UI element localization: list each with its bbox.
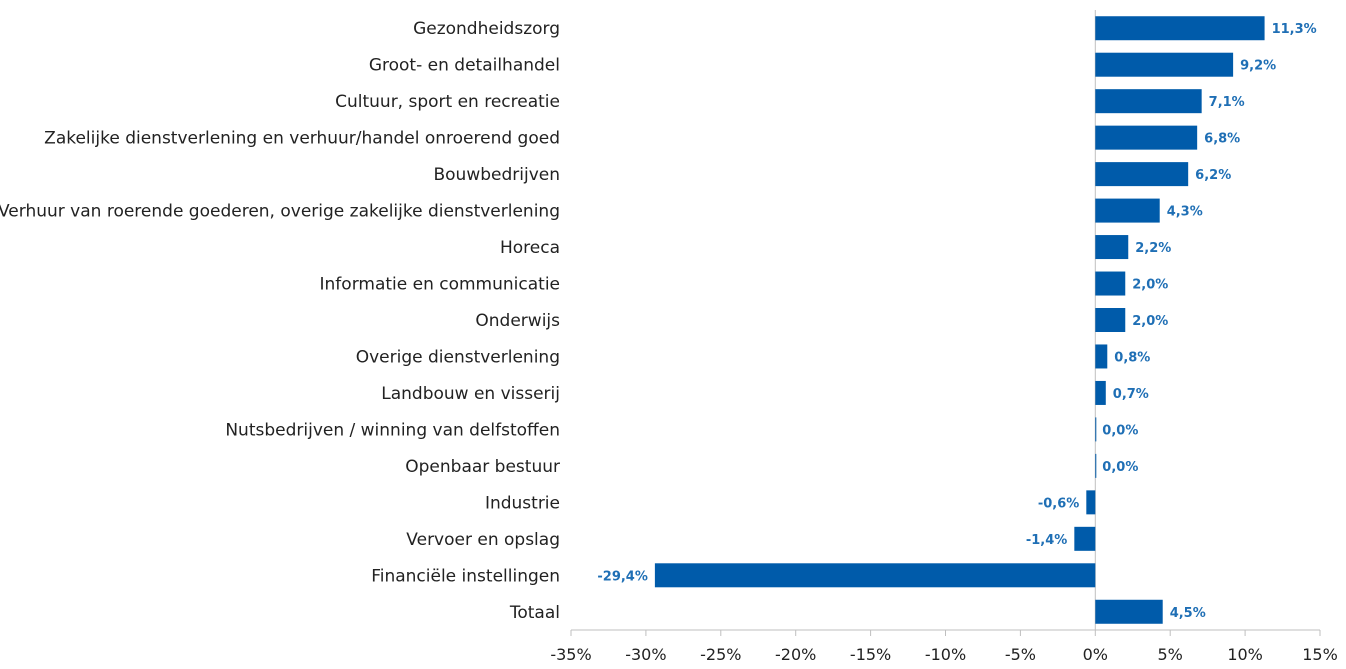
bar [1095, 417, 1097, 442]
bar [1095, 52, 1234, 77]
bar [1074, 526, 1096, 551]
x-tick-label: 0% [1083, 645, 1108, 664]
x-tick-label: -10% [925, 645, 966, 664]
x-tick-label: -15% [850, 645, 891, 664]
chart-axes [570, 10, 1321, 636]
x-tick-label: -35% [550, 645, 591, 664]
x-tick-label: -5% [1005, 645, 1036, 664]
category-label: Landbouw en visserij [381, 384, 560, 404]
category-label: Zakelijke dienstverlening en verhuur/han… [44, 129, 560, 149]
chart-data-labels: 11,3% 9,2% 7,1% 6,8% 6,2% 4,3% 2,2% 2,0% 2,0% 0,8… [597, 22, 1316, 621]
bar [654, 563, 1096, 588]
bar [1095, 599, 1163, 624]
bar [1095, 198, 1160, 223]
category-label: Totaal [509, 603, 560, 623]
x-tick-label: 10% [1227, 645, 1263, 664]
bar [1095, 125, 1198, 150]
bar [1095, 380, 1106, 405]
data-label: 0,7% [1113, 387, 1149, 402]
data-label: 7,1% [1209, 95, 1245, 110]
bar [1095, 308, 1126, 332]
category-label: Overige dienstverlening [356, 347, 560, 367]
x-tick-label: -25% [700, 645, 741, 664]
data-label: 6,8% [1204, 132, 1240, 147]
bar [1095, 344, 1108, 369]
category-label: Onderwijs [475, 311, 560, 331]
bar [1095, 235, 1129, 260]
category-label: Groot- en detailhandel [369, 56, 560, 76]
data-label: 2,0% [1132, 278, 1168, 293]
bar [1095, 16, 1265, 41]
data-label: 2,2% [1135, 241, 1171, 256]
bar [1086, 490, 1096, 515]
chart-category-labels: Gezondheidszorg Groot- en detailhandel Cul… [0, 19, 560, 623]
chart-tick-labels: -35% -30% -25% -20% -15% -10% -5% 0% 5% 10% 15% [550, 645, 1337, 664]
category-label: Nutsbedrijven / winning van delfstoffen [225, 420, 560, 440]
data-label: 2,0% [1132, 314, 1168, 329]
x-tick-label: -20% [775, 645, 816, 664]
category-label: Industrie [485, 493, 560, 513]
data-label: -29,4% [597, 569, 648, 584]
category-label: Vervoer en opslag [406, 530, 560, 550]
category-label: Bouwbedrijven [433, 165, 560, 185]
data-label: 0,8% [1114, 350, 1150, 365]
data-label: 4,5% [1170, 606, 1206, 621]
data-label: -1,4% [1026, 533, 1067, 548]
category-label: Gezondheidszorg [413, 19, 560, 39]
data-label: 4,3% [1167, 205, 1203, 220]
data-label: 0,0% [1102, 423, 1138, 438]
bar [1095, 453, 1097, 478]
category-label: Verhuur van roerende goederen, overige z… [0, 202, 560, 222]
category-label: Financiële instellingen [371, 566, 560, 586]
data-label: -0,6% [1038, 496, 1079, 511]
category-label: Cultuur, sport en recreatie [335, 92, 560, 112]
bar [1095, 89, 1202, 114]
bar [1095, 162, 1189, 187]
data-label: 0,0% [1102, 460, 1138, 475]
x-tick-label: 5% [1158, 645, 1183, 664]
category-label: Openbaar bestuur [405, 457, 560, 477]
x-tick-label: 15% [1302, 645, 1338, 664]
category-label: Informatie en communicatie [320, 275, 560, 295]
bar [1095, 271, 1126, 296]
data-label: 6,2% [1195, 168, 1231, 183]
category-label: Horeca [500, 238, 560, 258]
data-label: 9,2% [1240, 59, 1276, 74]
data-label: 11,3% [1272, 22, 1317, 37]
chart-bars [654, 16, 1265, 624]
x-tick-label: -30% [625, 645, 666, 664]
